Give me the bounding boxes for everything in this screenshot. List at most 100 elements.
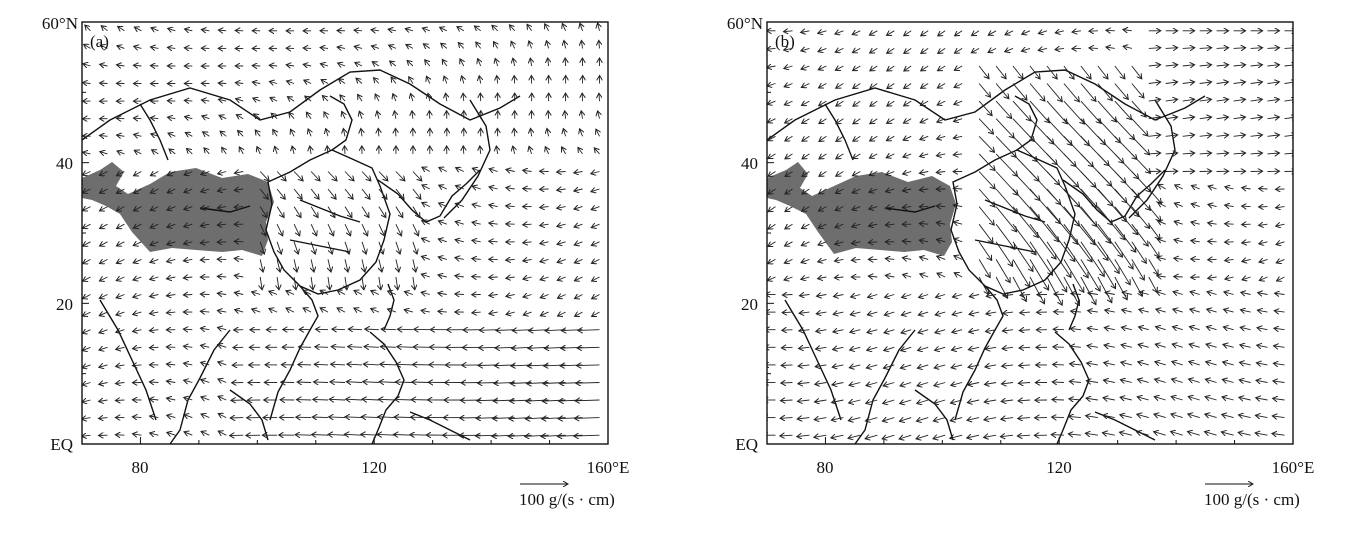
- wind-vector: [133, 347, 142, 348]
- wind-vector: [836, 154, 844, 159]
- wind-vector: [1149, 189, 1162, 203]
- wind-vector: [1098, 84, 1112, 101]
- wind-vector: [1020, 295, 1030, 296]
- wind-vector: [574, 259, 582, 263]
- wind-vector: [371, 46, 379, 49]
- wind-vector: [1138, 362, 1149, 365]
- wind-vector: [564, 41, 566, 49]
- wind-vector: [971, 48, 979, 52]
- wind-vector: [1013, 84, 1027, 101]
- wind-vector: [1018, 383, 1030, 384]
- wind-vector: [118, 26, 125, 30]
- wind-vector: [984, 418, 996, 420]
- wind-vector: [1217, 48, 1229, 49]
- wind-vector: [187, 148, 193, 154]
- wind-vector: [1189, 344, 1200, 347]
- wind-vector: [767, 119, 775, 123]
- wind-vector: [133, 259, 141, 263]
- wind-vector: [782, 330, 793, 331]
- wind-vector: [801, 242, 809, 246]
- wind-vector: [801, 66, 809, 69]
- wind-vector: [1088, 293, 1098, 295]
- wind-vector: [967, 435, 979, 438]
- wind-vector: [1217, 99, 1229, 101]
- wind-vector: [83, 242, 91, 246]
- wind-vector: [1137, 414, 1149, 417]
- wind-vector: [917, 400, 929, 404]
- wind-vector: [1189, 379, 1200, 383]
- wind-vector: [818, 31, 827, 34]
- wind-vector: [802, 119, 810, 124]
- wind-vector: [506, 206, 515, 207]
- wind-vector: [1018, 400, 1030, 401]
- wind-vector: [801, 259, 809, 262]
- wind-vector: [328, 189, 336, 199]
- wind-vector: [802, 154, 809, 159]
- wind-vector: [835, 31, 844, 34]
- wind-vector: [101, 26, 107, 31]
- wind-vector: [985, 365, 996, 367]
- wind-vector: [952, 312, 962, 315]
- wind-vector: [116, 365, 125, 367]
- wind-vector: [472, 240, 481, 242]
- wind-vector: [1207, 292, 1217, 295]
- wind-vector: [1285, 82, 1297, 84]
- wind-vector: [784, 101, 792, 105]
- wind-vector: [150, 118, 158, 119]
- wind-vector: [201, 380, 210, 383]
- wind-vector: [1098, 242, 1119, 274]
- wind-vector: [1070, 329, 1081, 330]
- wind-vector: [967, 400, 979, 403]
- wind-vector: [396, 207, 403, 218]
- wind-vector: [320, 308, 328, 312]
- wind-vector: [356, 78, 362, 83]
- wind-vector: [363, 364, 379, 365]
- wind-vector: [547, 129, 549, 137]
- wind-vector: [580, 23, 583, 31]
- wind-vector: [316, 329, 329, 330]
- wind-vector: [1273, 363, 1284, 365]
- wind-vector: [1166, 48, 1178, 49]
- wind-vector: [100, 259, 108, 263]
- wind-vector: [885, 275, 894, 277]
- wind-vector: [361, 128, 362, 136]
- wind-vector: [768, 207, 776, 212]
- wind-vector: [306, 112, 311, 119]
- wind-vector: [869, 31, 877, 35]
- wind-vector: [1172, 362, 1183, 365]
- wind-vector: [599, 93, 600, 101]
- wind-vector: [397, 329, 413, 330]
- wind-vector: [324, 112, 328, 119]
- wind-vector: [575, 295, 583, 299]
- wind-vector: [1132, 207, 1150, 229]
- wind-vector: [99, 400, 108, 402]
- wind-vector: [1081, 207, 1111, 244]
- panel-b-map: [763, 30, 1297, 445]
- wind-vector: [937, 256, 946, 259]
- wind-vector: [396, 259, 399, 272]
- wind-vector: [1191, 241, 1200, 242]
- wind-vector: [903, 275, 912, 278]
- wind-vector: [514, 128, 515, 136]
- wind-vector: [395, 399, 413, 400]
- wind-vector: [99, 365, 108, 367]
- wind-vector: [884, 347, 895, 350]
- wind-vector: [979, 136, 994, 152]
- wind-vector: [362, 224, 368, 236]
- wind-vector: [832, 383, 844, 385]
- wind-vector: [951, 365, 962, 368]
- wind-vector: [200, 328, 209, 330]
- wind-vector: [99, 277, 107, 281]
- wind-vector: [1189, 327, 1199, 330]
- wind-vector: [819, 84, 827, 88]
- wind-vector: [848, 435, 860, 438]
- wind-vector: [218, 431, 226, 435]
- wind-vector: [185, 133, 192, 137]
- wind-vector: [1166, 65, 1178, 66]
- wind-vector: [1098, 189, 1127, 222]
- wind-vector: [767, 101, 775, 104]
- wind-vector: [1191, 186, 1199, 190]
- wind-vector: [903, 136, 911, 140]
- wind-vector: [1052, 400, 1064, 401]
- wind-vector: [422, 28, 429, 31]
